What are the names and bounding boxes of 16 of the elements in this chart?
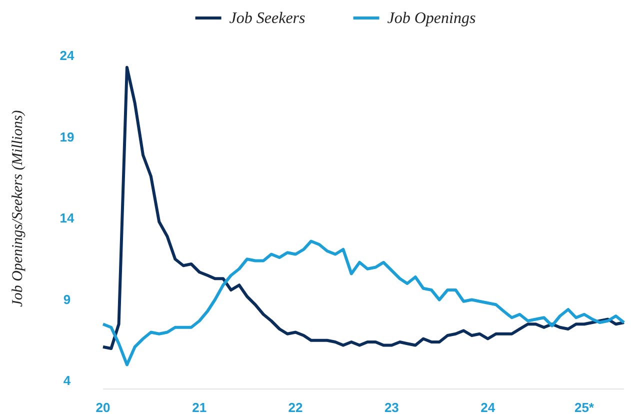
legend-label: Job Seekers bbox=[229, 10, 306, 27]
x-tick-label: 22 bbox=[288, 400, 303, 414]
x-tick-label: 20 bbox=[96, 400, 110, 414]
x-tick-label: 24 bbox=[480, 400, 496, 414]
y-tick-label: 19 bbox=[60, 129, 74, 144]
line-series bbox=[102, 240, 626, 366]
x-tick-label: 21 bbox=[192, 400, 207, 414]
line-series bbox=[102, 66, 626, 350]
y-tick-label: 4 bbox=[63, 373, 72, 388]
x-tick-label: 25* bbox=[574, 400, 595, 414]
y-tick-label: 9 bbox=[63, 292, 71, 307]
y-axis-title: Job Openings/Seekers (Millions) bbox=[10, 110, 26, 307]
x-tick-label: 23 bbox=[384, 400, 399, 414]
y-tick-label: 24 bbox=[60, 48, 75, 64]
y-tick-label: 14 bbox=[60, 210, 75, 226]
legend-label: Job Openings bbox=[387, 10, 476, 27]
